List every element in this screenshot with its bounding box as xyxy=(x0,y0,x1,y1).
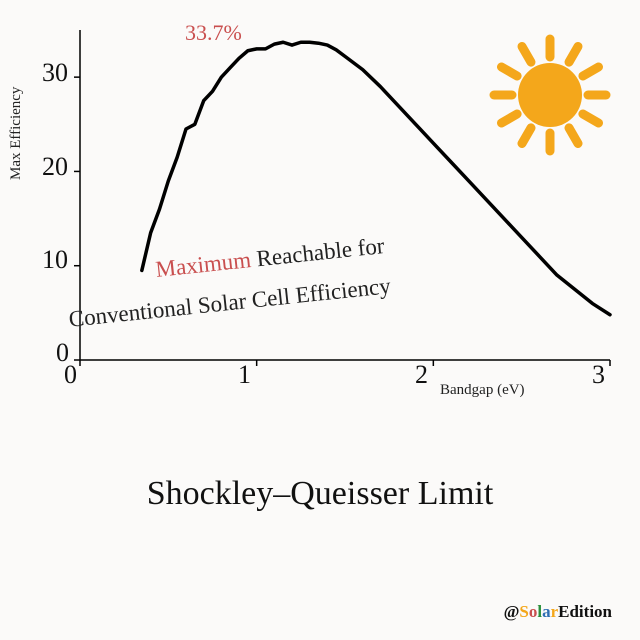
sun-icon xyxy=(480,25,620,165)
peak-annotation: 33.7% xyxy=(185,20,242,46)
ytick-0: 0 xyxy=(56,338,69,368)
ytick-30: 30 xyxy=(42,58,68,88)
chart-title: Shockley–Queisser Limit xyxy=(0,475,640,513)
ytick-20: 20 xyxy=(42,152,68,182)
y-axis-label: Max Efficiency xyxy=(8,87,25,180)
x-axis-label: Bandgap (eV) xyxy=(440,382,525,399)
xtick-2: 2 xyxy=(415,360,428,390)
xtick-3: 3 xyxy=(592,360,605,390)
credit-at: @ xyxy=(504,602,520,621)
ytick-10: 10 xyxy=(42,245,68,275)
credit-handle: @SolarEdition xyxy=(504,602,612,622)
xtick-1: 1 xyxy=(238,360,251,390)
credit-rest: Edition xyxy=(558,602,612,621)
